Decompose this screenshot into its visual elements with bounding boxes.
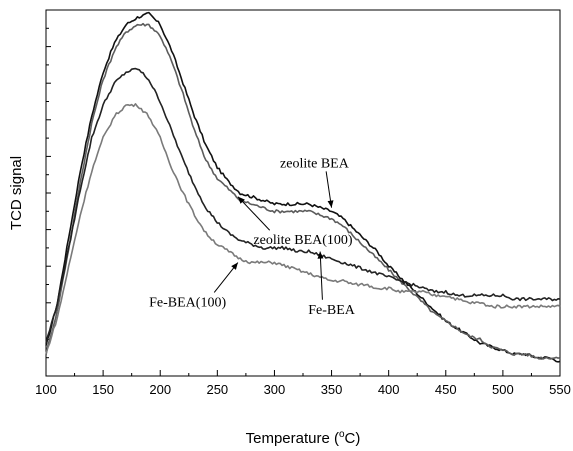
series-line-zeolite-bea-100: [45, 22, 561, 360]
x-tick-label: 200: [149, 382, 171, 397]
annotation-label: Fe-BEA: [308, 303, 356, 318]
x-axis-label-base: Temperature (: [246, 430, 339, 447]
x-tick-label: 300: [264, 382, 286, 397]
x-axis-label-unit: C): [345, 430, 361, 447]
y-axis-label: TCD signal: [8, 156, 25, 230]
x-tick-label: 450: [435, 382, 457, 397]
annotation-arrow-head: [317, 251, 324, 259]
x-tick-label: 100: [35, 382, 57, 397]
x-tick-label: 500: [492, 382, 514, 397]
x-tick-label: 400: [378, 382, 400, 397]
x-axis-label-degree: o: [339, 429, 345, 440]
annotation-label: zeolite BEA(100): [253, 233, 352, 248]
series-line-zeolite-bea: [45, 11, 561, 363]
annotation-arrow-head: [231, 262, 238, 270]
annotation-arrow-head: [327, 200, 334, 208]
series-line-fe-bea-100: [45, 103, 561, 355]
plot-frame: [45, 9, 561, 377]
x-tick-label: 150: [92, 382, 114, 397]
annotation-label: zeolite BEA: [280, 156, 350, 171]
y-axis-ticks: [46, 27, 51, 359]
x-tick-label: 550: [549, 382, 571, 397]
x-tick-label: 350: [321, 382, 343, 397]
x-axis-ticks: 100 150 200 250 300 350 400 450 500 550: [35, 370, 571, 397]
annotation-arrow-head: [237, 196, 245, 204]
x-tick-label: 250: [206, 382, 228, 397]
x-axis-label: Temperature (oC): [246, 429, 361, 447]
annotation-arrow-line: [319, 251, 323, 300]
annotation-layer: zeolite BEA zeolite BEA(100) Fe-BEA(100) Fe…: [149, 156, 356, 317]
series-line-fe-bea: [45, 67, 561, 344]
series-layer: [45, 11, 561, 363]
annotation-arrow-line: [237, 196, 271, 231]
annotation-label: Fe-BEA(100): [149, 295, 226, 310]
